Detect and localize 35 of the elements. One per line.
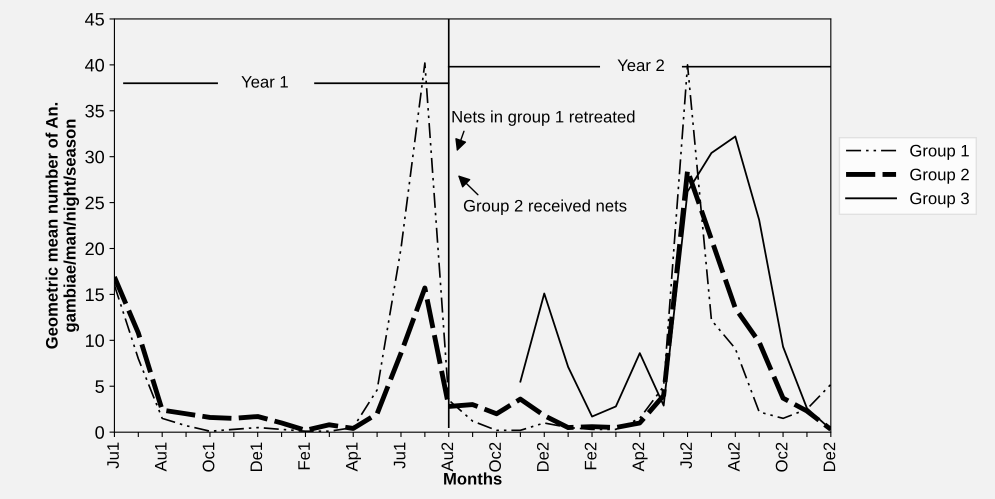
y-tick-label: 30 xyxy=(85,150,104,164)
legend-label: Group 2 xyxy=(910,168,969,184)
y-tick-label: 45 xyxy=(85,13,104,26)
ref-line-label: Year 1 xyxy=(241,76,288,88)
x-tick-label: Ju2 xyxy=(680,442,692,468)
x-tick-label: De1 xyxy=(250,442,262,472)
x-axis-title: Months xyxy=(444,472,502,485)
x-tick-label: Au2 xyxy=(728,442,740,472)
x-tick-label: Oc2 xyxy=(489,442,501,472)
y-tick-label: 10 xyxy=(86,334,104,348)
y-tick-label: 15 xyxy=(86,288,104,302)
legend-label: Group 3 xyxy=(910,192,969,208)
x-tick-label: Au2 xyxy=(441,442,454,472)
ref-line-label: Year 2 xyxy=(618,59,664,72)
x-tick-label: Fe2 xyxy=(584,442,596,470)
x-tick-label: Oc1 xyxy=(202,442,214,472)
y-tick-label: 20 xyxy=(86,242,104,256)
x-tick-label: De2 xyxy=(823,442,836,472)
x-tick-label: Ap1 xyxy=(346,442,361,472)
annotation: Group 2 received nets xyxy=(464,199,626,215)
y-tick-label: 40 xyxy=(85,58,104,72)
x-tick-label: Au1 xyxy=(155,442,167,472)
y-tick-label: 5 xyxy=(95,380,104,393)
x-tick-label: Oc2 xyxy=(776,442,788,472)
y-axis-title: Geometric mean number of An. gambiae/man/night/season xyxy=(46,102,80,349)
x-tick-label: Ap2 xyxy=(632,442,648,472)
x-tick-label: Fe1 xyxy=(298,442,310,470)
annotation: Nets in group 1 retreated xyxy=(452,110,634,126)
y-tick-label: 0 xyxy=(95,426,104,439)
x-tick-label: Ju1 xyxy=(394,442,406,468)
legend-label: Group 1 xyxy=(910,144,969,160)
y-tick-label: 25 xyxy=(86,196,104,210)
x-tick-label: Ju1 xyxy=(107,442,119,468)
y-tick-label: 35 xyxy=(85,104,104,118)
x-tick-label: De2 xyxy=(536,442,549,472)
